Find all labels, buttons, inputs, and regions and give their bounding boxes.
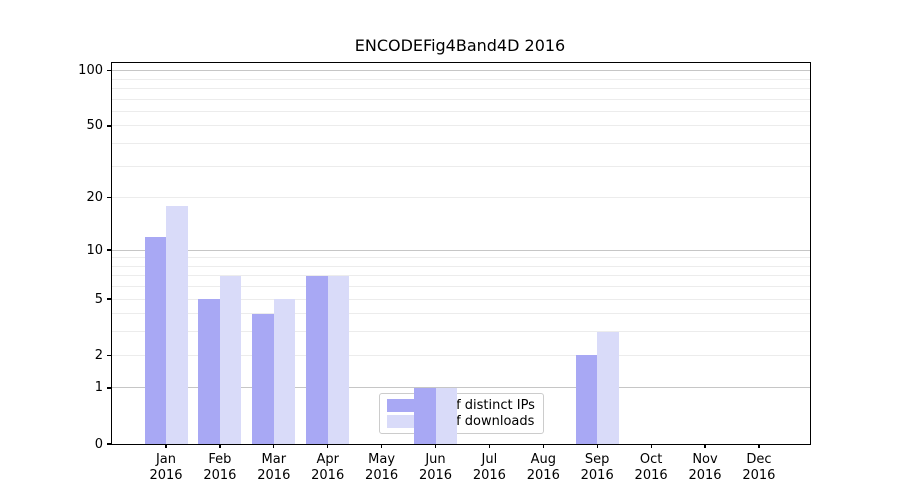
minor-gridline — [112, 197, 810, 199]
month-label: Jul — [481, 452, 498, 467]
y-axis-tick — [107, 70, 111, 72]
year-label: 2016 — [365, 468, 399, 483]
month-label: Apr — [316, 452, 339, 467]
year-label: 2016 — [203, 468, 237, 483]
minor-gridline — [112, 143, 810, 145]
x-axis-tick — [381, 444, 383, 448]
x-axis-tick-label: Apr 2016 — [296, 452, 360, 484]
minor-gridline — [112, 265, 810, 267]
month-label: Nov — [692, 452, 718, 467]
year-label: 2016 — [688, 468, 722, 483]
year-label: 2016 — [418, 468, 453, 483]
month-label: Aug — [530, 452, 556, 467]
y-axis-tick-label: 2 — [94, 347, 103, 363]
minor-gridline — [112, 110, 810, 112]
year-label: 2016 — [257, 468, 291, 483]
y-axis-tick-label: 100 — [78, 63, 103, 79]
legend-entry-downloads: Nb of downloads — [387, 414, 536, 429]
bar-distinct-ips — [144, 236, 166, 444]
x-axis-tick — [434, 444, 437, 448]
x-axis-tick — [165, 444, 167, 448]
bar-downloads — [166, 205, 188, 444]
month-label: Mar — [261, 452, 287, 467]
x-axis-tick — [704, 444, 706, 448]
y-axis-tick — [107, 443, 111, 445]
y-axis-tick-label: 5 — [94, 291, 103, 307]
legend-swatch-downloads — [387, 415, 418, 429]
legend-swatch-distinct-ips — [387, 398, 418, 412]
y-axis-tick — [107, 298, 111, 300]
year-label: 2016 — [526, 468, 560, 483]
x-axis-tick — [327, 444, 329, 448]
plot-area: Nb of distinct IPs Nb of downloads 0 1 2 5 1… — [78, 62, 811, 483]
x-axis-tick-label: Aug 2016 — [511, 452, 575, 484]
chart-title: ENCODEFig4Band4D 2016 — [354, 36, 566, 55]
month-label: Jun — [425, 452, 446, 467]
bar-distinct-ips — [414, 387, 436, 444]
x-axis-tick — [273, 444, 275, 448]
y-axis-tick — [107, 354, 111, 356]
year-label: 2016 — [311, 468, 345, 483]
minor-gridline — [112, 87, 810, 89]
year-label: 2016 — [634, 468, 668, 483]
bar-distinct-ips — [198, 299, 220, 444]
x-axis-tick — [219, 444, 221, 448]
x-axis-tick-label: Sep 2016 — [565, 452, 629, 484]
y-axis-tick — [107, 125, 111, 127]
month-label: Dec — [746, 452, 772, 467]
month-label: May — [368, 452, 396, 467]
y-axis-tick — [107, 249, 111, 251]
minor-gridline — [112, 125, 810, 127]
y-axis-tick-label: 0 — [94, 436, 103, 452]
year-label: 2016 — [472, 468, 506, 483]
month-label: Sep — [584, 452, 610, 467]
x-axis-tick-label: Feb 2016 — [188, 452, 252, 484]
x-axis-tick — [596, 444, 598, 448]
x-axis-tick-label: Jul 2016 — [457, 452, 521, 484]
bar-downloads — [327, 275, 350, 444]
minor-gridline — [112, 165, 810, 167]
x-axis-tick-label: Oct 2016 — [619, 452, 683, 484]
minor-gridline — [112, 257, 810, 259]
x-axis-tick-label: Nov 2016 — [673, 452, 737, 484]
major-gridline — [112, 70, 810, 72]
bar-downloads — [597, 331, 619, 444]
bar-downloads — [273, 299, 296, 444]
y-axis-tick-label: 1 — [94, 380, 103, 396]
x-axis-tick — [758, 444, 760, 448]
y-axis-tick-label: 10 — [86, 242, 103, 258]
year-label: 2016 — [149, 468, 183, 483]
minor-gridline — [112, 275, 810, 277]
x-axis-tick — [650, 444, 652, 448]
year-label: 2016 — [580, 468, 614, 483]
bar-downloads — [435, 387, 457, 444]
legend: Nb of distinct IPs Nb of downloads — [379, 393, 544, 434]
month-label: Jan — [155, 452, 177, 467]
y-axis-tick — [107, 387, 111, 389]
minor-gridline — [112, 78, 810, 80]
bar-distinct-ips — [306, 275, 328, 444]
y-axis-tick-label: 20 — [86, 190, 103, 206]
x-axis-tick-label: Mar 2016 — [242, 452, 306, 484]
x-axis-tick-label: Jun 2016 — [404, 452, 468, 484]
year-label: 2016 — [742, 468, 776, 483]
x-axis-tick-label: Jan 2016 — [134, 452, 198, 484]
bar-downloads — [219, 275, 242, 444]
minor-gridline — [112, 98, 810, 100]
x-axis-tick-label: Dec 2016 — [727, 452, 791, 484]
x-axis-tick — [542, 444, 544, 448]
bar-distinct-ips — [575, 355, 598, 444]
month-label: Feb — [208, 452, 232, 467]
legend-entry-distinct-ips: Nb of distinct IPs — [387, 398, 536, 413]
bar-distinct-ips — [252, 313, 274, 444]
y-axis-tick — [107, 197, 111, 199]
y-axis-tick-label: 50 — [86, 118, 103, 134]
major-gridline — [112, 249, 810, 251]
minor-gridline — [112, 286, 810, 288]
x-axis-tick-label: May 2016 — [350, 452, 414, 484]
month-label: Oct — [639, 452, 663, 467]
x-axis-tick — [488, 444, 491, 448]
